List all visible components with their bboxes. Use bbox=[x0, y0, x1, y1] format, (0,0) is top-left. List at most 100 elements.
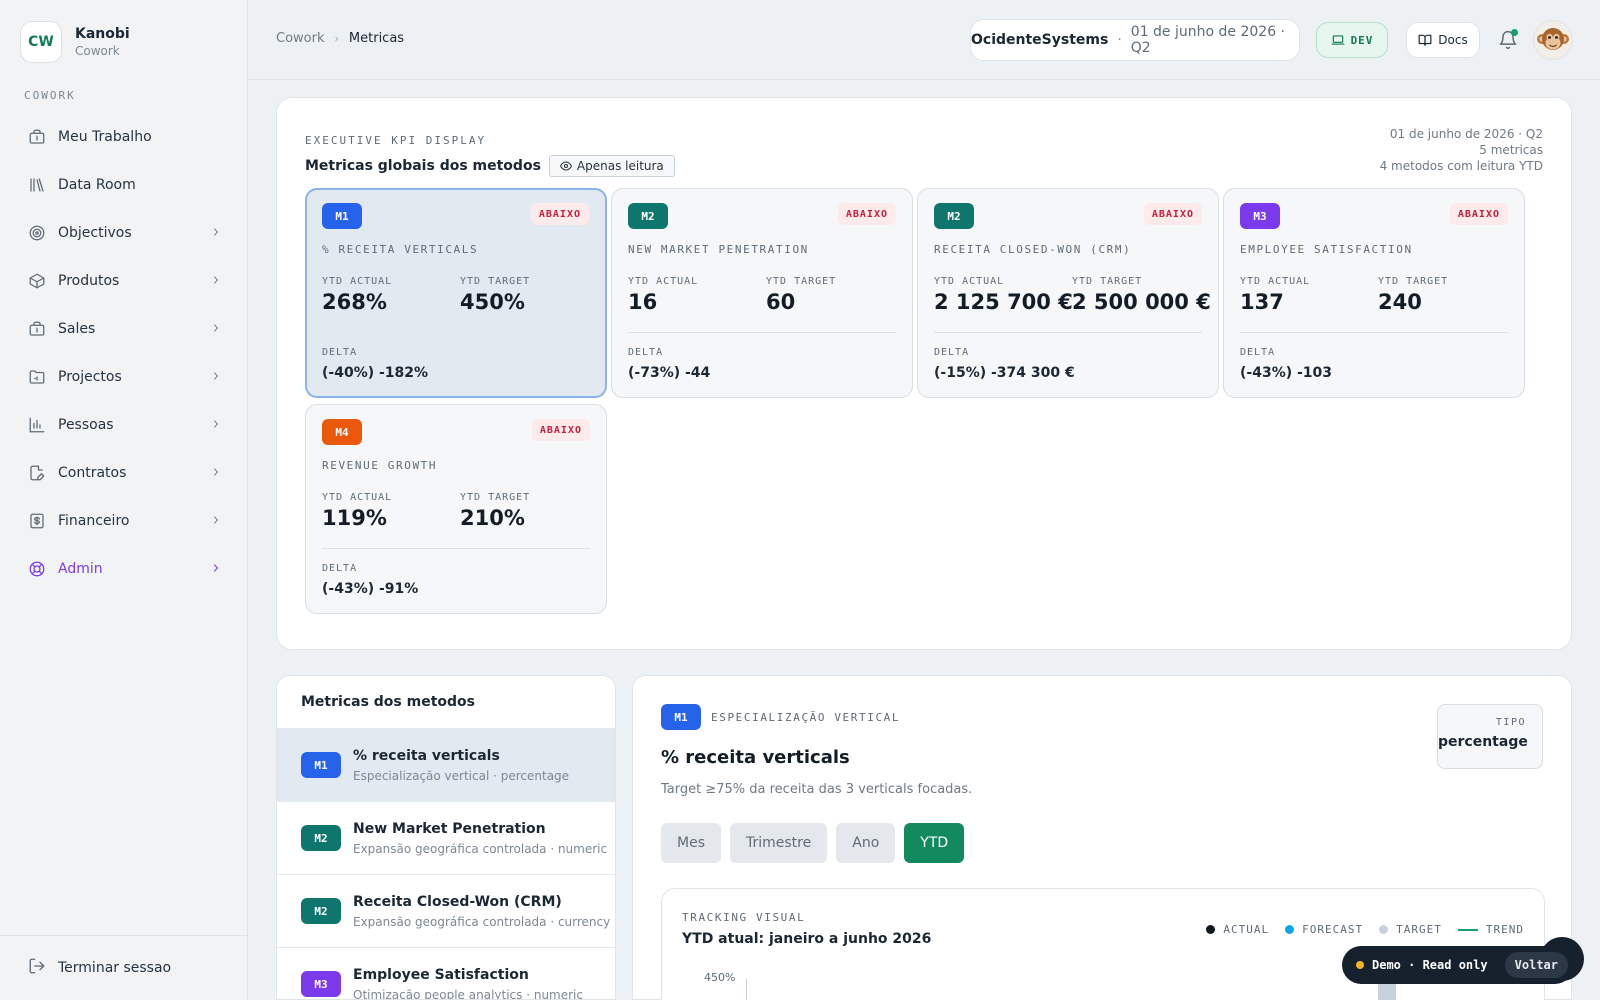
kpi-card[interactable]: M1 ABAIXO % RECEITA VERTICALS YTD ACTUAL YTD… bbox=[305, 188, 607, 398]
legend-line-marker bbox=[1457, 928, 1478, 931]
briefcase-icon bbox=[28, 128, 46, 146]
docs-label: Docs bbox=[1438, 33, 1468, 47]
method-subtitle: Otimização people analytics · numeric bbox=[353, 987, 583, 1000]
method-row[interactable]: M2 Receita Closed-Won (CRM) Expansão geogr… bbox=[277, 875, 615, 948]
sidebar-item-meu-trabalho[interactable]: Meu Trabalho bbox=[16, 113, 230, 161]
sidebar-item-sales[interactable]: Sales bbox=[16, 305, 230, 353]
ytd-actual-value: 16 bbox=[628, 290, 658, 314]
org-name: OcidenteSystems bbox=[971, 32, 1109, 48]
divider bbox=[934, 332, 1202, 333]
legend-dot-marker bbox=[1379, 925, 1389, 934]
ytd-target-value: 2 500 000 € bbox=[1072, 290, 1211, 314]
method-badge: M3 bbox=[1240, 203, 1280, 229]
delta-value: (-43%) -103 bbox=[1240, 365, 1333, 381]
brand[interactable]: CW Kanobi Cowork bbox=[20, 21, 130, 63]
kpi-card[interactable]: M2 ABAIXO NEW MARKET PENETRATION YTD ACTUAL… bbox=[611, 188, 913, 398]
chevron-right-icon: › bbox=[334, 32, 339, 45]
bar-chart-icon bbox=[28, 416, 46, 434]
breadcrumb-item-cowork[interactable]: Cowork bbox=[276, 31, 325, 46]
env-label: DEV bbox=[1350, 33, 1374, 47]
ytd-actual-label: YTD ACTUAL bbox=[322, 492, 393, 503]
sidebar-nav: Meu Trabalho Data Room Objectivos Produtos S… bbox=[16, 113, 230, 593]
folder-icon bbox=[28, 368, 46, 386]
tracking-eyebrow: TRACKING VISUAL bbox=[682, 911, 806, 924]
period-tab-ano[interactable]: Ano bbox=[836, 823, 896, 863]
status-badge: ABAIXO bbox=[530, 203, 589, 225]
kpi-card[interactable]: M3 ABAIXO EMPLOYEE SATISFACTION YTD ACTUAL Y… bbox=[1223, 188, 1525, 398]
period-tab-trimestre[interactable]: Trimestre bbox=[730, 823, 828, 863]
ytd-actual-value: 268% bbox=[322, 290, 387, 314]
method-row[interactable]: M2 New Market Penetration Expansão geográf… bbox=[277, 802, 615, 875]
logout-button[interactable]: Terminar sessao bbox=[0, 935, 248, 1000]
divider bbox=[1240, 332, 1508, 333]
kpi-card[interactable]: M4 ABAIXO REVENUE GROWTH YTD ACTUAL YTD TARG… bbox=[305, 404, 607, 614]
breadcrumb: Cowork › Metricas bbox=[276, 31, 404, 46]
delta-value: (-73%) -44 bbox=[628, 365, 711, 381]
sidebar-item-label: Pessoas bbox=[58, 417, 114, 433]
sidebar-item-projectos[interactable]: Projectos bbox=[16, 353, 230, 401]
notification-dot bbox=[1511, 29, 1518, 36]
kpi-meta-date: 01 de junho de 2026 · Q2 bbox=[1389, 127, 1543, 141]
org-separator: · bbox=[1117, 32, 1122, 48]
delta-label: DELTA bbox=[322, 563, 358, 574]
bell-icon bbox=[1499, 30, 1517, 50]
sidebar-item-admin[interactable]: Admin bbox=[16, 545, 230, 593]
logout-label: Terminar sessao bbox=[58, 960, 172, 976]
env-badge[interactable]: DEV bbox=[1316, 22, 1388, 58]
eye-icon bbox=[559, 161, 572, 171]
sidebar-item-data-room[interactable]: Data Room bbox=[16, 161, 230, 209]
sidebar-item-label: Objectivos bbox=[58, 225, 132, 241]
period-tab-mes[interactable]: Mes bbox=[661, 823, 721, 863]
chevron-right-icon bbox=[210, 274, 222, 289]
tipo-box: TIPO percentage bbox=[1437, 704, 1543, 769]
avatar[interactable] bbox=[1533, 20, 1573, 60]
sidebar-item-produtos[interactable]: Produtos bbox=[16, 257, 230, 305]
back-button[interactable]: Voltar bbox=[1504, 952, 1568, 978]
readonly-badge: Apenas leitura bbox=[548, 155, 675, 177]
ytd-actual-value: 137 bbox=[1240, 290, 1284, 314]
status-badge: ABAIXO bbox=[1449, 203, 1508, 225]
method-name: New Market Penetration bbox=[353, 820, 546, 837]
kpi-name: EMPLOYEE SATISFACTION bbox=[1240, 243, 1413, 256]
chevron-right-icon bbox=[210, 418, 222, 433]
tipo-value: percentage bbox=[1438, 734, 1528, 750]
kpi-eyebrow: EXECUTIVE KPI DISPLAY bbox=[305, 134, 487, 147]
docs-button[interactable]: Docs bbox=[1406, 22, 1480, 58]
sidebar-item-label: Meu Trabalho bbox=[58, 129, 152, 145]
sidebar-item-contratos[interactable]: Contratos bbox=[16, 449, 230, 497]
brand-subtitle: Cowork bbox=[75, 44, 120, 58]
kpi-name: RECEITA CLOSED-WON (CRM) bbox=[934, 243, 1132, 256]
legend-item-target: TARGET bbox=[1379, 923, 1442, 936]
org-selector[interactable]: OcidenteSystems · 01 de junho de 2026 · … bbox=[970, 19, 1300, 61]
laptop-icon bbox=[1331, 35, 1344, 45]
method-name: Receita Closed-Won (CRM) bbox=[353, 893, 562, 910]
ytd-actual-label: YTD ACTUAL bbox=[1240, 276, 1311, 287]
method-badge: M2 bbox=[301, 898, 341, 924]
method-badge: M3 bbox=[301, 971, 341, 997]
ytd-target-label: YTD TARGET bbox=[766, 276, 837, 287]
method-row[interactable]: M3 Employee Satisfaction Otimização people… bbox=[277, 948, 615, 1000]
kpi-name: REVENUE GROWTH bbox=[322, 459, 438, 472]
legend-label: TARGET bbox=[1396, 923, 1442, 936]
sidebar-item-objectivos[interactable]: Objectivos bbox=[16, 209, 230, 257]
method-row[interactable]: M1 % receita verticals Especialização vert… bbox=[277, 729, 615, 802]
delta-value: (-15%) -374 300 € bbox=[934, 365, 1075, 381]
period-tab-ytd[interactable]: YTD bbox=[904, 823, 965, 863]
notifications-button[interactable] bbox=[1496, 28, 1520, 52]
kpi-name: NEW MARKET PENETRATION bbox=[628, 243, 809, 256]
detail-method-badge: M1 bbox=[661, 704, 701, 730]
legend-item-trend: TREND bbox=[1457, 923, 1524, 936]
legend-item-actual: ACTUAL bbox=[1206, 923, 1269, 936]
sidebar-item-label: Produtos bbox=[58, 273, 120, 289]
target-icon bbox=[28, 224, 46, 242]
method-subtitle: Expansão geográfica controlada · numeric bbox=[353, 841, 608, 856]
method-badge: M4 bbox=[322, 419, 362, 445]
kpi-card[interactable]: M2 ABAIXO RECEITA CLOSED-WON (CRM) YTD ACTU… bbox=[917, 188, 1219, 398]
sidebar-item-financeiro[interactable]: Financeiro bbox=[16, 497, 230, 545]
method-badge: M2 bbox=[301, 825, 341, 851]
legend-dot-marker bbox=[1285, 925, 1295, 934]
sidebar-item-pessoas[interactable]: Pessoas bbox=[16, 401, 230, 449]
method-badge: M1 bbox=[322, 203, 362, 229]
status-badge: ABAIXO bbox=[531, 419, 590, 441]
ytd-target-label: YTD TARGET bbox=[460, 276, 531, 287]
